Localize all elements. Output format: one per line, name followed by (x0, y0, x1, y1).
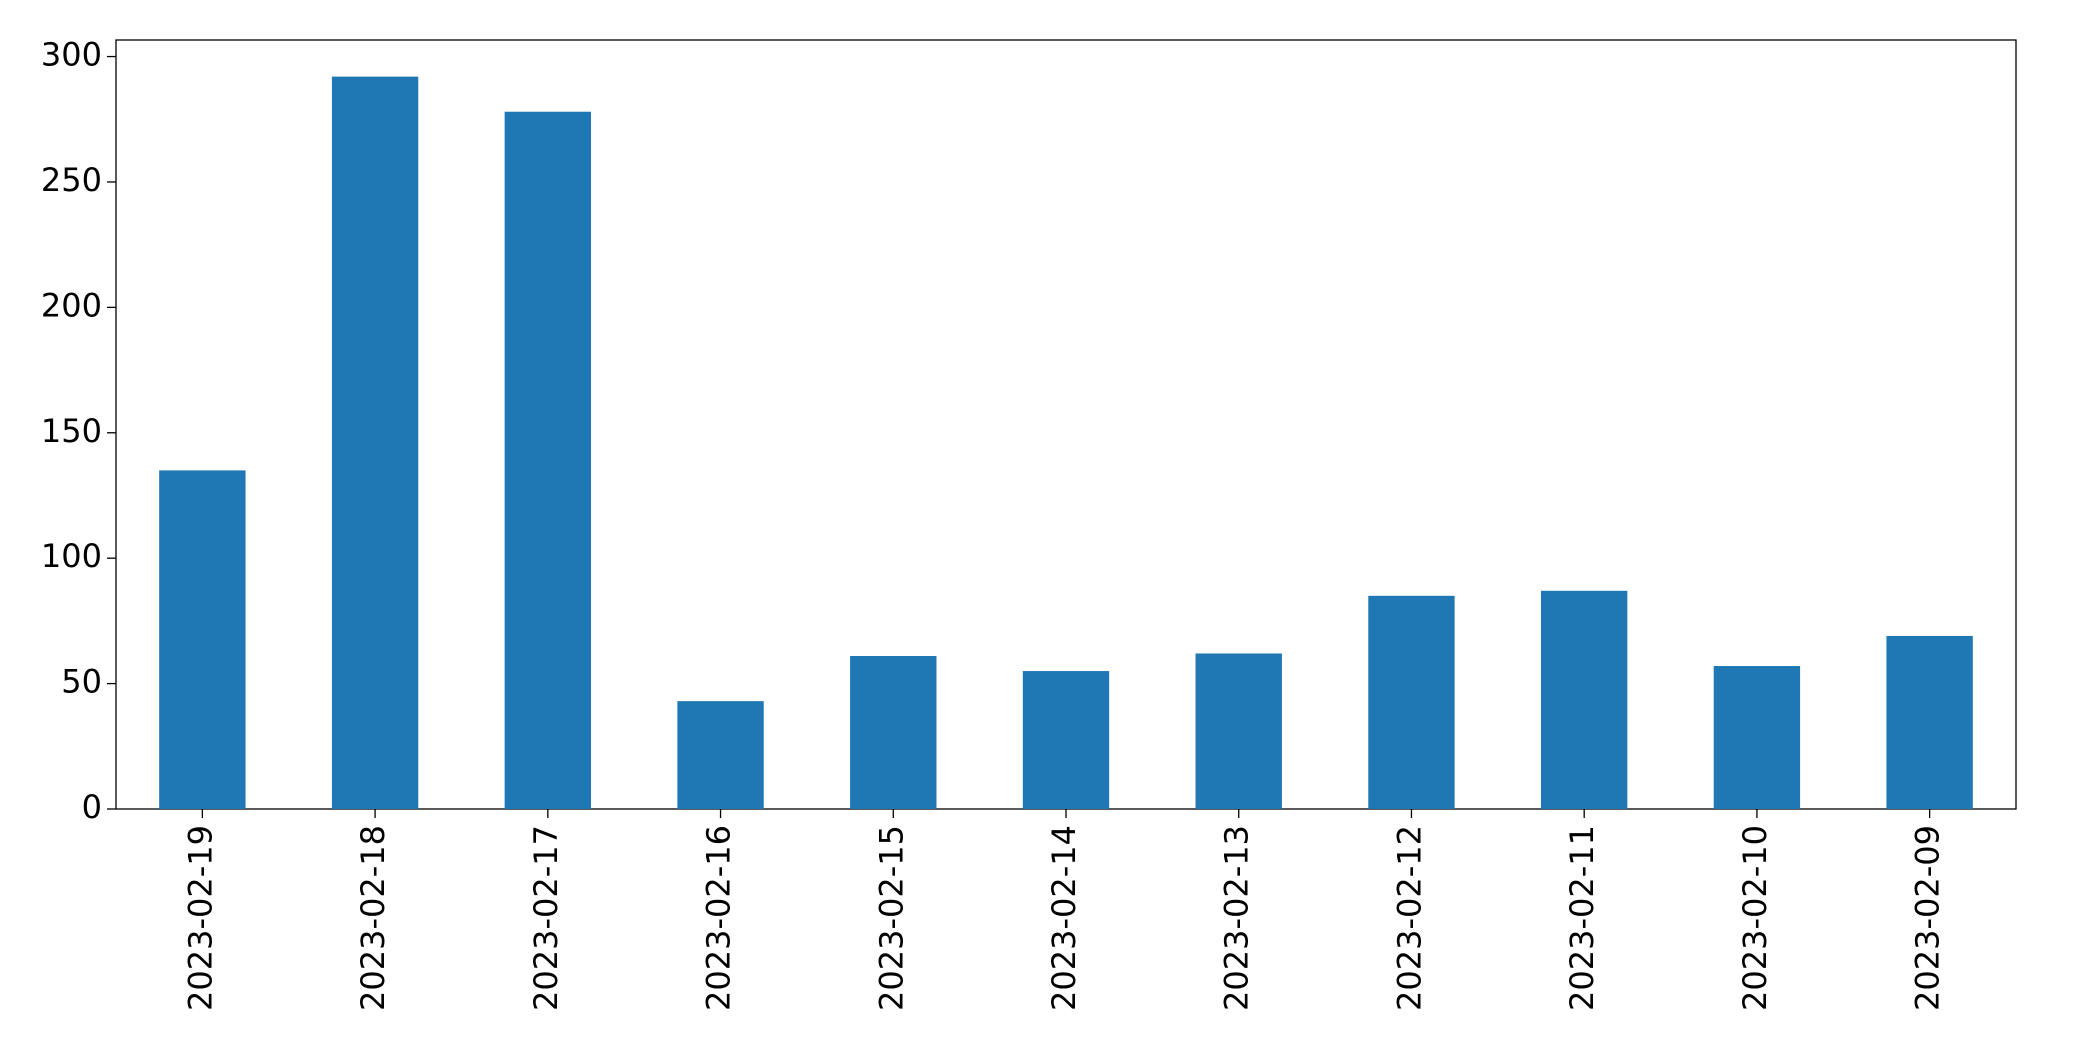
bar (1886, 635, 1973, 809)
bar (677, 701, 764, 809)
y-tick-label: 150 (41, 412, 102, 450)
x-tick-label: 2023-02-16 (700, 825, 738, 1011)
y-tick-label: 0 (82, 788, 102, 826)
bar (1368, 595, 1455, 809)
y-tick-label: 50 (61, 663, 102, 701)
y-tick-label: 250 (41, 161, 102, 199)
y-tick-label: 300 (41, 36, 102, 74)
y-tick-label: 200 (41, 286, 102, 324)
bar (1195, 653, 1282, 809)
bar (1022, 671, 1110, 809)
x-tick-label: 2023-02-13 (1218, 825, 1256, 1011)
x-tick-label: 2023-02-17 (527, 825, 565, 1011)
x-tick-label: 2023-02-09 (1909, 825, 1947, 1011)
bar (504, 111, 591, 809)
x-tick-label: 2023-02-19 (181, 825, 219, 1011)
x-tick-label: 2023-02-11 (1563, 825, 1601, 1011)
bar (850, 656, 937, 809)
bar (331, 76, 419, 810)
x-tick-label: 2023-02-12 (1390, 825, 1428, 1011)
x-tick-label: 2023-02-15 (872, 825, 910, 1011)
x-tick-label: 2023-02-14 (1045, 825, 1083, 1011)
x-tick-label: 2023-02-10 (1736, 825, 1774, 1011)
bar (159, 470, 246, 809)
bar (1541, 590, 1628, 809)
y-tick-label: 100 (41, 537, 102, 575)
x-tick-label: 2023-02-18 (354, 825, 392, 1011)
bar (1713, 666, 1801, 809)
